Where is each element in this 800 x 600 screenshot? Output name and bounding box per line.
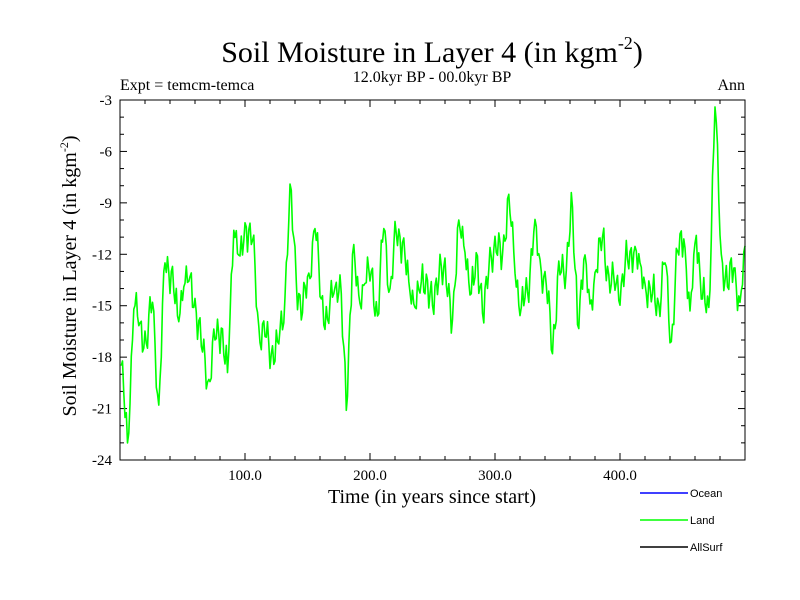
legend-label-land: Land bbox=[690, 515, 714, 527]
y-tick-label: -3 bbox=[100, 93, 113, 109]
chart-title-close: ) bbox=[633, 36, 643, 69]
series-line-land bbox=[120, 106, 746, 444]
experiment-label: Expt = temcm-temca bbox=[120, 77, 254, 94]
y-tick-label: -6 bbox=[100, 144, 113, 160]
y-axis-label-superscript: -2 bbox=[57, 142, 71, 152]
y-tick-label: -21 bbox=[92, 402, 112, 418]
y-tick-label: -9 bbox=[100, 196, 113, 212]
y-tick-label: -15 bbox=[92, 299, 112, 315]
chart-title-text: Soil Moisture in Layer 4 (in kgm bbox=[221, 36, 618, 69]
y-axis-label-text: Soil Moisture in Layer 4 (in kgm bbox=[59, 152, 81, 417]
legend-label-ocean: Ocean bbox=[690, 488, 722, 500]
y-axis-label: Soil Moisture in Layer 4 (in kgm-2) bbox=[57, 135, 81, 416]
y-axis-label-close: ) bbox=[59, 135, 81, 142]
plot-area: -24 -21 -18 -15 -12 -9 -6 -3 100.0 200.0 300.0 400.… bbox=[92, 93, 746, 484]
x-tick-label: 200.0 bbox=[353, 468, 387, 484]
x-tick-label: 400.0 bbox=[603, 468, 637, 484]
y-tick-label: -24 bbox=[92, 453, 112, 469]
legend-label-allsurf: AllSurf bbox=[690, 542, 723, 554]
chart-subtitle: 12.0kyr BP - 00.0kyr BP bbox=[353, 69, 512, 86]
x-tick-label: 300.0 bbox=[478, 468, 512, 484]
x-tick-label: 100.0 bbox=[228, 468, 262, 484]
plot-frame bbox=[119, 99, 746, 461]
legend: Ocean Land AllSurf bbox=[640, 488, 723, 554]
period-label: Ann bbox=[717, 77, 745, 94]
y-tick-label: -12 bbox=[92, 247, 112, 263]
x-axis-label: Time (in years since start) bbox=[328, 486, 536, 508]
chart-title: Soil Moisture in Layer 4 (in kgm-2) bbox=[221, 33, 643, 69]
y-tick-label: -18 bbox=[92, 350, 112, 366]
chart-title-superscript: -2 bbox=[618, 33, 633, 53]
